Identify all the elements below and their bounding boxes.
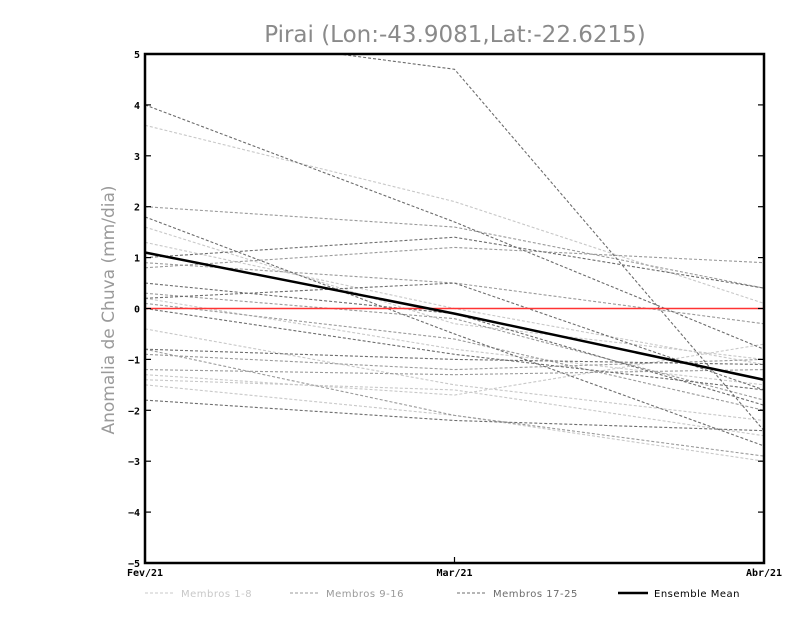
member-line-25	[145, 307, 764, 391]
legend-label: Membros 9-16	[326, 589, 404, 600]
member-line-4	[145, 297, 764, 386]
ensemble-mean-line	[144, 251, 765, 381]
member-line-7	[145, 384, 764, 462]
y-tick-label: −3	[128, 457, 140, 468]
legend-label: Ensemble Mean	[654, 589, 740, 600]
member-line-22	[145, 399, 764, 432]
y-tick-label: 2	[134, 203, 140, 214]
legend: Membros 1-8 Membros 9-16 Membros 17-25 Ense…	[145, 589, 740, 600]
y-axis-label: Anomalia de Chuva (mm/dia)	[99, 185, 119, 434]
x-tick-label: Abr/21	[746, 568, 782, 579]
member-line-10	[145, 262, 764, 325]
y-axis-ticks: 5 4 3 2 1 0 −1 −2 −3 −4 −5	[128, 50, 764, 570]
y-tick-label: −2	[128, 406, 140, 417]
member-line-19	[145, 216, 764, 447]
x-axis-ticks: Fev/21 Mar/21 Abr/21	[127, 557, 782, 579]
y-tick-label: 1	[134, 254, 140, 265]
member-line-18	[334, 54, 764, 432]
member-line-24	[145, 236, 764, 289]
y-tick-label: 5	[134, 50, 140, 61]
member-line-13	[145, 246, 764, 269]
member-line-2	[145, 226, 764, 360]
member-line-12	[145, 353, 764, 371]
x-tick-label: Mar/21	[436, 568, 472, 579]
member-line-16	[145, 348, 764, 457]
y-tick-label: 3	[134, 152, 140, 163]
y-tick-label: −4	[128, 508, 140, 519]
y-tick-label: 4	[134, 101, 140, 112]
member-line-21	[145, 348, 764, 366]
member-lines	[145, 54, 764, 462]
member-line-17	[145, 104, 764, 350]
member-line-9	[145, 206, 764, 289]
chart-title: Pirai (Lon:-43.9081,Lat:-22.6215)	[264, 22, 646, 48]
member-line-1	[145, 124, 764, 304]
x-tick-label: Fev/21	[127, 568, 163, 579]
member-line-11	[145, 302, 764, 411]
member-line-3	[145, 241, 764, 366]
legend-label: Membros 17-25	[493, 589, 578, 600]
member-line-8	[145, 343, 764, 396]
legend-label: Membros 1-8	[181, 589, 252, 600]
y-tick-label: −5	[128, 559, 140, 570]
member-line-14	[145, 369, 764, 376]
member-line-23	[145, 282, 764, 406]
y-tick-label: 0	[134, 305, 140, 316]
member-line-15	[145, 292, 764, 401]
y-tick-label: −1	[128, 355, 140, 366]
